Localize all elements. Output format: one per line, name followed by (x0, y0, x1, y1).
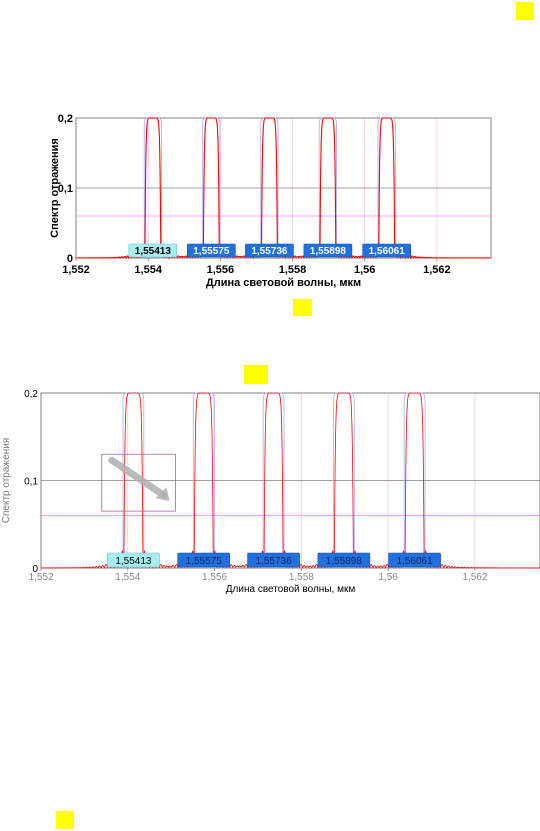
chart1-peak-label: 1,55898 (303, 243, 353, 258)
chart2-peak-label: 1,55898 (317, 552, 371, 568)
chart2-arrow-head-icon (155, 487, 170, 502)
spectrum-chart-2: 1,55413 1,55575 1,55736 1,55898 1,56061 1,552… (0, 384, 540, 598)
chart1-peak-label-text: 1,56061 (369, 246, 406, 257)
chart2-peak-label-box (388, 552, 441, 568)
chart1-peak-label-text: 1,55736 (251, 246, 288, 257)
chart2-peak-label-box (107, 552, 160, 568)
chart1-peak-label: 1,55575 (187, 243, 236, 258)
chart1-y-axis-title: Спектр отражения (49, 138, 61, 238)
chart1-x-tick-label: 1,56 (354, 264, 375, 276)
spectrum-chart-1-svg: 1,55413 1,55575 1,55736 1,55898 1,56061 1,552… (49, 113, 492, 289)
chart1-peak-label-box (128, 243, 178, 258)
chart2-peak-label-text: 1,55413 (115, 556, 152, 567)
chart1-peak-label: 1,56061 (362, 243, 412, 258)
chart2-x-axis-title: Длина световой волны, мкм (226, 584, 356, 595)
spectrum-chart-1: 1,55413 1,55575 1,55736 1,55898 1,56061 1,552… (44, 108, 498, 294)
chart1-peak-label-box (362, 243, 412, 258)
chart1-x-tick-label: 1,562 (423, 264, 451, 276)
chart1-peak-label-text: 1,55575 (193, 246, 230, 257)
chart2-peak-label-text: 1,55898 (326, 556, 363, 567)
chart2-y-axis-title: Спектр отражения (1, 438, 12, 523)
chart1-peak-label-text: 1,55898 (310, 246, 347, 257)
chart1-y-tick-label: 0,1 (58, 183, 73, 195)
chart2-peak-label-box (177, 552, 231, 568)
chart1-peak-label: 1,55736 (245, 243, 294, 258)
chart2-peak-label: 1,55413 (107, 552, 160, 568)
yellow-marker-top-right (516, 2, 534, 20)
chart2-peak-label: 1,56061 (388, 552, 441, 568)
chart2-x-tick-label: 1,562 (462, 572, 487, 583)
yellow-marker-between-charts (293, 299, 312, 316)
yellow-marker-above-chart-2 (244, 365, 268, 384)
chart1-peak-label-box (303, 243, 353, 258)
chart1-peak-label-box (245, 243, 294, 258)
chart1-x-axis-title: Длина световой волны, мкм (206, 277, 361, 289)
chart2-highlight-box (101, 453, 176, 512)
chart2-x-tick-label: 1,552 (28, 572, 53, 583)
chart2-arrow-icon (108, 456, 168, 499)
chart2-peak-label-box (247, 552, 300, 568)
chart1-y-tick-label: 0,2 (58, 113, 73, 125)
chart2-x-tick-label: 1,554 (115, 572, 140, 583)
chart2-y-tick-label: 0,2 (24, 389, 38, 400)
chart1-x-tick-label: 1,554 (134, 264, 162, 276)
chart1-peak-label-text: 1,55413 (135, 246, 172, 257)
chart2-peak-label: 1,55575 (177, 552, 231, 568)
chart1-peak-label: 1,55413 (128, 243, 178, 258)
chart2-y-tick-label: 0 (32, 564, 38, 575)
chart2-y-tick-label: 0,1 (24, 477, 38, 488)
chart2-peak-label: 1,55736 (247, 552, 300, 568)
chart2-x-tick-label: 1,558 (289, 572, 314, 583)
spectrum-chart-2-svg: 1,55413 1,55575 1,55736 1,55898 1,56061 1,552… (1, 389, 540, 595)
chart1-y-tick-label: 0 (67, 253, 73, 265)
chart2-x-tick-label: 1,556 (202, 572, 227, 583)
yellow-marker-bottom-left (56, 811, 74, 829)
chart2-peak-label-box (317, 552, 371, 568)
chart1-peak-label-box (187, 243, 236, 258)
chart2-peak-label-text: 1,56061 (397, 556, 434, 567)
chart2-peak-label-text: 1,55736 (255, 556, 292, 567)
chart1-x-tick-label: 1,558 (279, 264, 307, 276)
chart2-x-tick-label: 1,56 (378, 572, 398, 583)
chart1-x-tick-label: 1,556 (207, 264, 235, 276)
chart1-x-tick-label: 1,552 (62, 264, 90, 276)
chart2-peak-label-text: 1,55575 (186, 556, 223, 567)
